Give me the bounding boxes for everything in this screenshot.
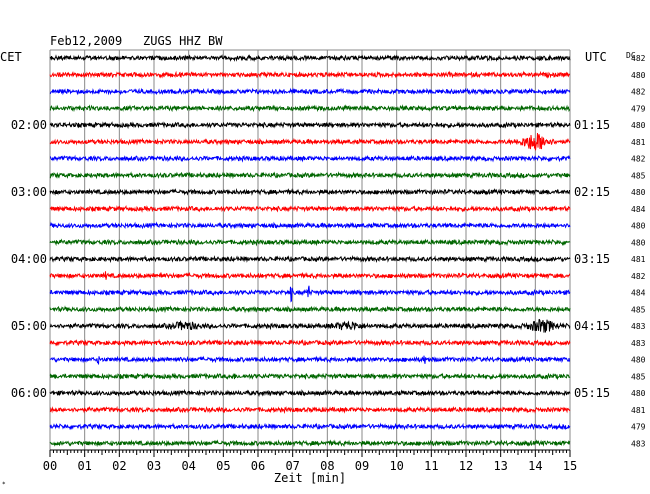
dc-label: DC: [626, 51, 636, 60]
seismogram-trace: [49, 104, 571, 113]
x-tick-label: 15: [563, 459, 577, 473]
dc-offset-label: 482: [631, 88, 646, 97]
utc-time-label: 02:15: [574, 185, 610, 199]
dc-offset-label: 485: [631, 171, 646, 180]
utc-time-labels: 01:15 02:15 03:15 04:15 05:15: [574, 118, 610, 400]
dc-offset-label: 479: [631, 423, 646, 432]
seismogram-trace: [49, 171, 571, 180]
cet-time-label: 03:00: [11, 185, 47, 199]
seismogram-trace: [49, 285, 571, 303]
dc-offset-label: 480: [631, 238, 646, 247]
dc-offset-label: 480: [631, 121, 646, 130]
seismogram-trace: [49, 120, 571, 130]
right-timezone-label: UTC: [585, 50, 607, 64]
cet-time-label: 02:00: [11, 118, 47, 132]
x-tick-label: 02: [112, 459, 126, 473]
left-timezone-label: CET: [0, 50, 22, 64]
seismogram-trace: [49, 355, 571, 365]
dc-offset-labels: 482 480 482 479 480 481 482 485 480 484 480 480 481 4…: [631, 54, 646, 448]
cet-time-labels: 02:00 03:00 04:00 05:00 06:00: [11, 118, 47, 400]
seismogram-traces: [49, 54, 571, 448]
seismogram-trace: [49, 338, 571, 347]
corner-mark-icon: *: [2, 481, 6, 488]
utc-time-label: 04:15: [574, 319, 610, 333]
seismogram-trace: [49, 70, 571, 79]
x-tick-label: 04: [181, 459, 195, 473]
x-tick-label: 06: [251, 459, 265, 473]
dc-offset-label: 483: [631, 322, 646, 331]
seismogram-trace: [49, 305, 571, 314]
seismogram-trace: [49, 154, 571, 163]
seismogram-trace: [49, 405, 571, 414]
seismogram-trace: [49, 422, 571, 431]
dc-offset-label: 482: [631, 272, 646, 281]
seismogram-trace: [49, 205, 571, 213]
cet-time-label: 05:00: [11, 319, 47, 333]
dc-offset-label: 481: [631, 138, 646, 147]
dc-offset-label: 480: [631, 222, 646, 231]
dc-offset-label: 482: [631, 54, 646, 63]
seismogram-trace: [49, 54, 571, 62]
utc-time-label: 01:15: [574, 118, 610, 132]
dc-offset-label: 483: [631, 439, 646, 448]
dc-offset-label: 485: [631, 372, 646, 381]
dc-offset-label: 479: [631, 104, 646, 113]
cet-time-label: 06:00: [11, 386, 47, 400]
cet-time-label: 04:00: [11, 252, 47, 266]
seismogram-trace: [49, 318, 571, 333]
x-tick-label: 10: [389, 459, 403, 473]
station-label: ZUGS HHZ BW: [143, 34, 223, 48]
x-axis-label: Zeit [min]: [274, 471, 346, 485]
seismogram-trace: [49, 238, 571, 247]
seismogram-trace: [49, 188, 571, 196]
dc-offset-label: 480: [631, 389, 646, 398]
utc-time-label: 05:15: [574, 386, 610, 400]
x-tick-label: 09: [355, 459, 369, 473]
dc-offset-label: 482: [631, 155, 646, 164]
seismogram-trace: [49, 388, 571, 397]
dc-offset-label: 484: [631, 289, 646, 298]
dc-offset-label: 485: [631, 305, 646, 314]
dc-offset-label: 481: [631, 406, 646, 415]
x-tick-label: 14: [528, 459, 542, 473]
dc-offset-label: 480: [631, 356, 646, 365]
x-tick-label: 03: [147, 459, 161, 473]
x-tick-label: 12: [459, 459, 473, 473]
seismogram-trace: [49, 87, 571, 96]
x-tick-label: 07: [285, 459, 299, 473]
x-tick-label: 11: [424, 459, 438, 473]
seismogram-trace: [49, 372, 571, 381]
dc-offset-label: 481: [631, 255, 646, 264]
dc-offset-label: 483: [631, 339, 646, 348]
x-tick-label: 05: [216, 459, 230, 473]
x-tick-label: 13: [493, 459, 507, 473]
minute-grid: [49, 49, 571, 450]
dc-offset-label: 480: [631, 188, 646, 197]
x-axis: 00 01 02 03 04 05 06 07 08 09 10 11 12 13 14 15: [43, 449, 577, 473]
x-tick-label: 01: [77, 459, 91, 473]
utc-time-label: 03:15: [574, 252, 610, 266]
date-label: Feb12,2009: [50, 34, 122, 48]
seismogram-trace: [49, 254, 571, 264]
seismogram-trace: [49, 221, 571, 230]
seismogram-trace: [49, 439, 571, 448]
x-tick-label: 08: [320, 459, 334, 473]
dc-offset-label: 480: [631, 71, 646, 80]
seismogram-trace: [49, 133, 571, 151]
x-tick-label: 00: [43, 459, 57, 473]
seismogram-trace: [49, 271, 571, 280]
dc-offset-label: 484: [631, 205, 646, 214]
